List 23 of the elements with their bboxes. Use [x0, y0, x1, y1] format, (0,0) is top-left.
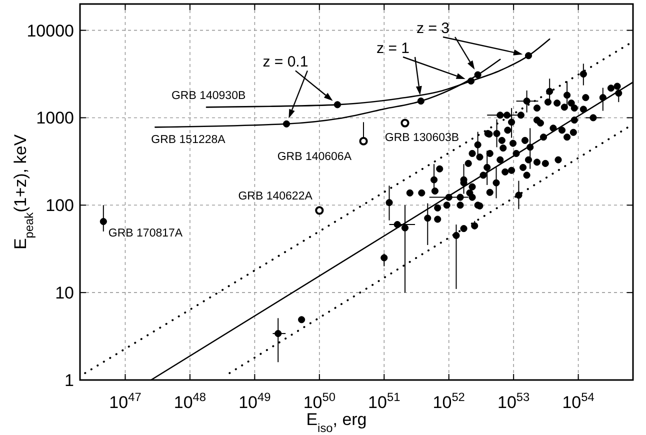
x-tick-label: 10$^{50}$	[303, 390, 336, 412]
y-tick-label: 10	[55, 284, 74, 303]
annotation: z = 1	[376, 40, 410, 57]
y-tick-label: 100	[46, 196, 74, 216]
series-label: GRB 151228A	[151, 134, 226, 146]
x-axis-title: E$_{iso}$, erg	[306, 410, 367, 435]
annotation: GRB 140622A	[238, 190, 313, 202]
series-label: GRB 140930B	[171, 90, 246, 102]
y-tick-label: 1	[64, 371, 74, 390]
y-tick-label: 10000	[26, 21, 74, 40]
annotation: GRB 130603B	[384, 132, 460, 144]
x-tick-label: 10$^{54}$	[562, 390, 595, 412]
annotation: GRB 170817A	[108, 228, 183, 240]
x-tick-label: 10$^{49}$	[238, 390, 272, 412]
x-tick-label: 10$^{51}$	[368, 390, 401, 412]
x-tick-label: 10$^{53}$	[498, 390, 530, 412]
annotation: z = 3	[416, 20, 450, 37]
annotation: GRB 140606A	[277, 151, 352, 164]
x-tick-label: 10$^{47}$	[109, 390, 142, 412]
annotation: z = 0.1	[262, 54, 308, 71]
x-tick-label: 10$^{52}$	[432, 390, 466, 412]
y-tick-label: 1000	[36, 108, 74, 128]
x-tick-label: 10$^{48}$	[174, 390, 206, 412]
